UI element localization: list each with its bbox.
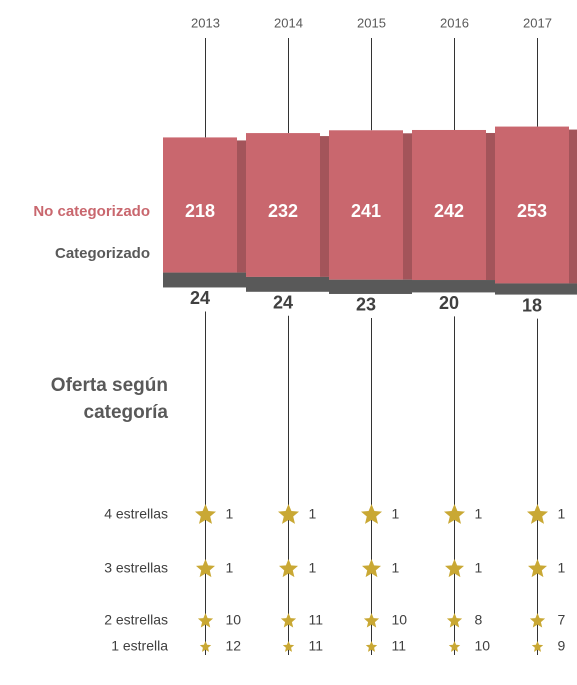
bar (329, 130, 403, 280)
star-icon (279, 559, 298, 578)
legend-label: No categorizado (33, 203, 150, 220)
x-tick-label: 2016 (440, 15, 469, 30)
star-icon (195, 504, 216, 524)
section-title: Oferta según categoría (50, 375, 168, 423)
star-icon (445, 559, 464, 578)
star-count: 1 (475, 506, 483, 522)
bar (329, 279, 412, 294)
row-label: 4 estrellas (104, 506, 168, 522)
star-icon (363, 613, 380, 628)
value-label: 24 (273, 293, 293, 313)
value-label: 242 (434, 201, 464, 221)
star-count: 11 (309, 638, 324, 654)
row-label: 2 estrellas (104, 612, 168, 628)
star-icon (529, 613, 546, 628)
bar (163, 272, 246, 288)
bar (495, 283, 577, 295)
value-label: 24 (190, 288, 210, 308)
star-icon (365, 641, 378, 652)
star-icon (278, 504, 299, 524)
star-count: 1 (309, 560, 317, 576)
row-label: 1 estrella (111, 638, 168, 654)
star-count: 10 (226, 612, 242, 628)
star-count: 1 (558, 560, 566, 576)
star-icon (527, 504, 548, 524)
star-icon (446, 613, 463, 628)
bar (246, 276, 329, 292)
star-icon (280, 613, 297, 628)
x-tick-label: 2014 (274, 15, 303, 30)
star-icon (531, 641, 544, 652)
star-count: 7 (558, 612, 566, 628)
star-icon (197, 613, 214, 628)
star-count: 8 (475, 612, 483, 628)
star-icon (199, 641, 212, 652)
star-count: 1 (558, 506, 566, 522)
row-label: 3 estrellas (104, 560, 168, 576)
x-tick-label: 2017 (523, 15, 552, 30)
star-count: 10 (392, 612, 408, 628)
legend-label: Categorizado (55, 245, 150, 262)
bar (412, 129, 486, 281)
value-label: 23 (356, 295, 376, 315)
star-count: 1 (309, 506, 317, 522)
bar (412, 280, 495, 293)
star-count: 1 (392, 560, 400, 576)
star-icon (448, 641, 461, 652)
value-label: 232 (268, 201, 298, 221)
bar-side (569, 129, 577, 284)
bar-side (320, 136, 329, 277)
star-count: 1 (475, 560, 483, 576)
star-icon (196, 559, 215, 578)
bar (246, 133, 320, 277)
value-label: 20 (439, 293, 459, 313)
star-icon (444, 504, 465, 524)
bar (495, 126, 569, 284)
star-count: 11 (392, 638, 407, 654)
value-label: 18 (522, 295, 542, 315)
star-icon (282, 641, 295, 652)
star-count: 1 (226, 506, 234, 522)
star-count: 12 (226, 638, 242, 654)
star-count: 1 (392, 506, 400, 522)
star-icon (362, 559, 381, 578)
star-count: 10 (475, 638, 491, 654)
star-count: 11 (309, 612, 324, 628)
bar-side (486, 132, 495, 281)
x-tick-label: 2015 (357, 15, 386, 30)
star-count: 1 (226, 560, 234, 576)
value-label: 253 (517, 201, 547, 221)
value-label: 241 (351, 201, 381, 221)
bar-side (403, 133, 412, 280)
star-count: 9 (558, 638, 566, 654)
star-icon (528, 559, 547, 578)
x-tick-label: 2013 (191, 15, 220, 30)
value-label: 218 (185, 201, 215, 221)
bar-side (237, 140, 246, 273)
bar (163, 137, 237, 273)
star-icon (361, 504, 382, 524)
